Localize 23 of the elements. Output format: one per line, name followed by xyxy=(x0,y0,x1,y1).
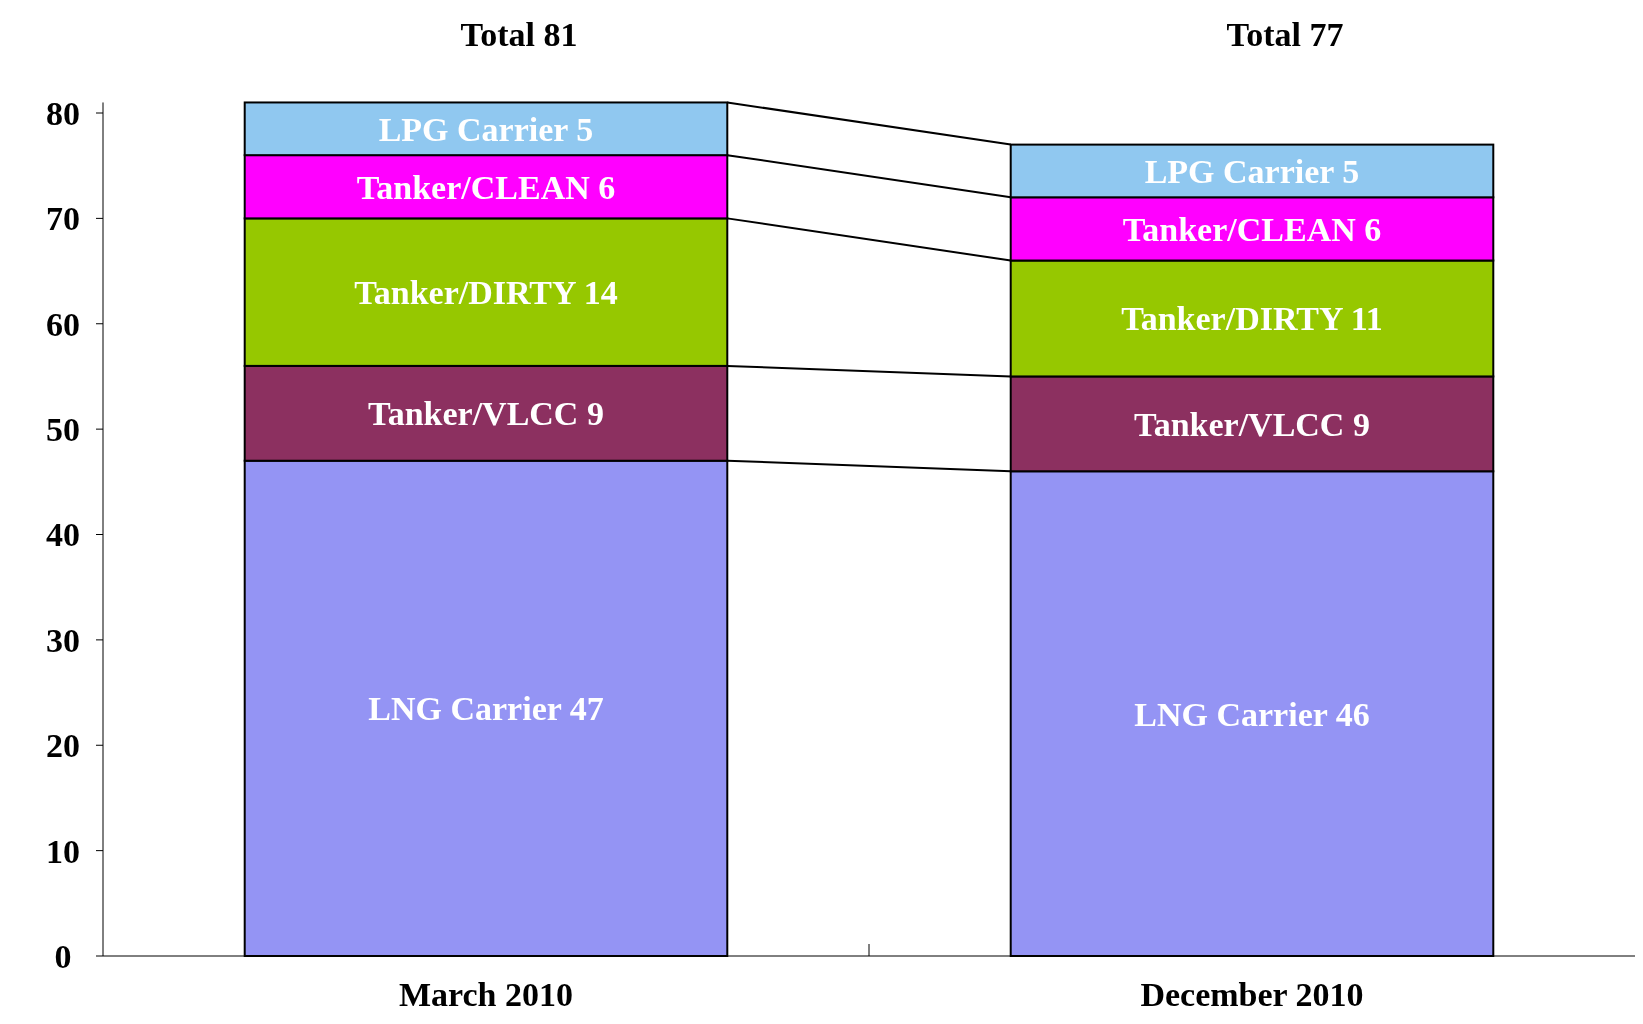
data-label: LPG Carrier 5 xyxy=(378,110,594,148)
x-tick-label: March 2010 xyxy=(398,976,574,1013)
y-tick-label: 50 xyxy=(46,411,80,449)
data-label: Tanker/CLEAN 6 xyxy=(1122,210,1382,248)
total-label: Total 77 xyxy=(1226,16,1344,53)
data-label: LPG Carrier 5 xyxy=(1144,152,1360,190)
y-tick-label: 10 xyxy=(46,832,80,870)
y-tick-label: 0 xyxy=(54,937,72,975)
y-tick-label: 40 xyxy=(46,516,80,554)
x-tick-label: December 2010 xyxy=(1140,976,1364,1013)
y-tick-label: 70 xyxy=(46,200,80,238)
data-label: Tanker/VLCC 9 xyxy=(368,395,604,433)
data-label: Tanker/CLEAN 6 xyxy=(356,168,616,206)
data-label: Tanker/VLCC 9 xyxy=(1134,405,1370,443)
y-tick-label: 60 xyxy=(46,305,80,343)
y-tick-label: 80 xyxy=(46,94,80,132)
y-tick-label: 20 xyxy=(46,727,80,765)
data-label: LNG Carrier 47 xyxy=(368,690,604,728)
total-label: Total 81 xyxy=(460,16,578,53)
y-tick-label: 30 xyxy=(46,621,80,659)
data-label: Tanker/DIRTY 11 xyxy=(1121,300,1383,338)
data-label: LNG Carrier 46 xyxy=(1134,695,1370,733)
data-label: Tanker/DIRTY 14 xyxy=(354,274,618,312)
